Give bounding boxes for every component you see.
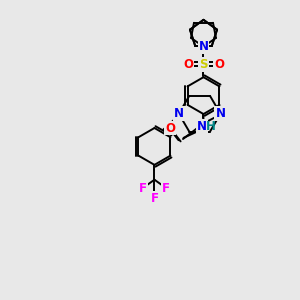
Text: H: H	[206, 120, 216, 133]
Text: F: F	[139, 182, 147, 194]
Text: O: O	[165, 122, 175, 134]
Text: N: N	[197, 120, 207, 133]
Text: N: N	[199, 40, 208, 53]
Text: F: F	[151, 192, 158, 205]
Text: F: F	[162, 182, 170, 194]
Text: O: O	[183, 58, 193, 71]
Text: O: O	[214, 58, 224, 71]
Text: N: N	[215, 107, 225, 120]
Text: S: S	[199, 58, 208, 71]
Text: N: N	[174, 107, 184, 120]
